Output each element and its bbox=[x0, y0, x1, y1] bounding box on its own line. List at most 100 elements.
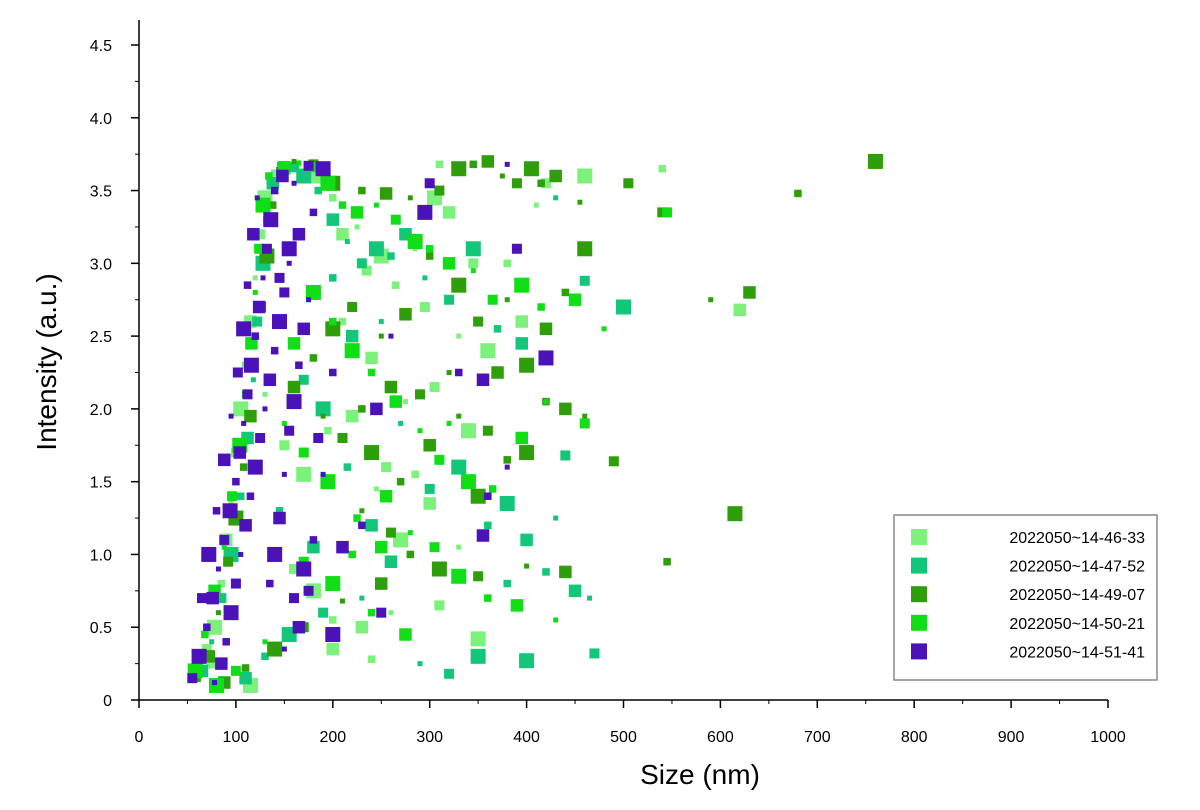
data-point bbox=[292, 227, 306, 241]
data-point bbox=[379, 187, 393, 200]
data-point bbox=[389, 395, 403, 408]
data-point bbox=[470, 488, 486, 504]
data-point bbox=[291, 180, 297, 186]
y-axis-title: Intensity (a.u.) bbox=[31, 273, 62, 450]
data-point bbox=[344, 343, 360, 359]
data-point bbox=[238, 551, 244, 557]
data-point bbox=[375, 540, 388, 554]
data-point bbox=[435, 160, 444, 169]
data-point bbox=[424, 483, 435, 494]
legend-entries: 2022050~14-46-33 2022050~14-47-52 2022050~… bbox=[911, 529, 1145, 661]
data-point bbox=[275, 507, 284, 515]
x-tick-label: 0 bbox=[135, 729, 144, 746]
legend-marker bbox=[911, 529, 927, 545]
data-point bbox=[320, 474, 336, 490]
data-point bbox=[206, 591, 219, 605]
data-point bbox=[429, 542, 440, 553]
data-point bbox=[286, 260, 292, 266]
data-point bbox=[473, 316, 484, 327]
data-point bbox=[276, 169, 289, 183]
data-point bbox=[378, 319, 384, 325]
data-point bbox=[468, 258, 479, 269]
data-point bbox=[273, 511, 286, 525]
series-2 bbox=[195, 161, 631, 685]
data-point bbox=[417, 661, 423, 667]
data-point bbox=[415, 389, 426, 400]
legend-label: 2022050~14-46-33 bbox=[1009, 530, 1145, 547]
data-point bbox=[279, 440, 290, 451]
legend-label: 2022050~14-50-21 bbox=[1009, 616, 1145, 633]
data-point bbox=[270, 169, 279, 177]
data-point bbox=[212, 680, 218, 686]
data-point bbox=[222, 638, 230, 646]
data-point bbox=[559, 565, 572, 579]
data-point bbox=[196, 593, 207, 604]
data-point bbox=[252, 316, 263, 327]
data-point bbox=[608, 456, 619, 467]
data-point bbox=[209, 639, 215, 645]
data-point bbox=[579, 275, 590, 286]
data-point bbox=[305, 284, 321, 300]
data-point bbox=[207, 619, 223, 635]
data-point bbox=[553, 515, 559, 521]
x-tick-label: 200 bbox=[319, 729, 346, 746]
data-point bbox=[387, 252, 395, 260]
data-point bbox=[365, 351, 378, 365]
data-point bbox=[254, 243, 265, 254]
data-point bbox=[487, 294, 498, 305]
data-point bbox=[221, 544, 227, 550]
data-point bbox=[470, 631, 486, 647]
data-point bbox=[444, 668, 455, 679]
data-point bbox=[370, 402, 383, 416]
data-point bbox=[417, 204, 433, 220]
data-point bbox=[350, 206, 364, 219]
data-point bbox=[251, 332, 260, 340]
legend-marker bbox=[911, 557, 927, 574]
y-tick-label: 4.5 bbox=[90, 38, 112, 55]
data-point bbox=[206, 658, 217, 669]
data-point bbox=[236, 321, 252, 337]
legend-entry: 2022050~14-51-41 bbox=[911, 643, 1145, 661]
data-point bbox=[515, 315, 529, 328]
data-point bbox=[345, 329, 359, 343]
y-tick-label: 2.5 bbox=[90, 329, 112, 346]
data-point bbox=[296, 561, 312, 577]
y-tick-label: 1.0 bbox=[90, 547, 112, 564]
data-point bbox=[589, 648, 600, 659]
data-point bbox=[325, 627, 341, 642]
data-point bbox=[419, 302, 430, 312]
data-point bbox=[504, 297, 510, 303]
data-point bbox=[252, 300, 266, 314]
legend-entry: 2022050~14-46-33 bbox=[911, 529, 1145, 547]
data-point bbox=[217, 579, 226, 588]
data-point bbox=[727, 506, 743, 522]
data-point bbox=[504, 464, 510, 470]
data-point bbox=[281, 471, 287, 477]
data-point bbox=[262, 391, 268, 397]
data-point bbox=[533, 202, 539, 208]
data-point bbox=[473, 571, 484, 582]
x-tick-label: 600 bbox=[707, 729, 734, 746]
data-point bbox=[265, 172, 273, 180]
data-point bbox=[425, 245, 434, 253]
data-point bbox=[456, 544, 462, 550]
y-tick-label: 3.5 bbox=[90, 184, 112, 201]
data-point bbox=[549, 169, 562, 183]
data-point bbox=[488, 485, 497, 493]
data-point bbox=[451, 568, 467, 584]
data-point bbox=[318, 607, 329, 618]
data-point bbox=[367, 608, 376, 617]
data-point bbox=[524, 563, 530, 569]
data-point bbox=[243, 281, 252, 289]
data-point bbox=[281, 420, 287, 426]
data-point bbox=[568, 584, 582, 598]
data-point bbox=[298, 447, 309, 458]
data-point bbox=[292, 620, 306, 634]
data-point bbox=[215, 657, 228, 670]
data-point bbox=[289, 564, 300, 574]
data-point bbox=[320, 471, 326, 477]
data-point bbox=[281, 241, 297, 257]
data-point bbox=[553, 617, 559, 623]
data-point bbox=[385, 527, 396, 538]
data-point bbox=[384, 555, 398, 568]
